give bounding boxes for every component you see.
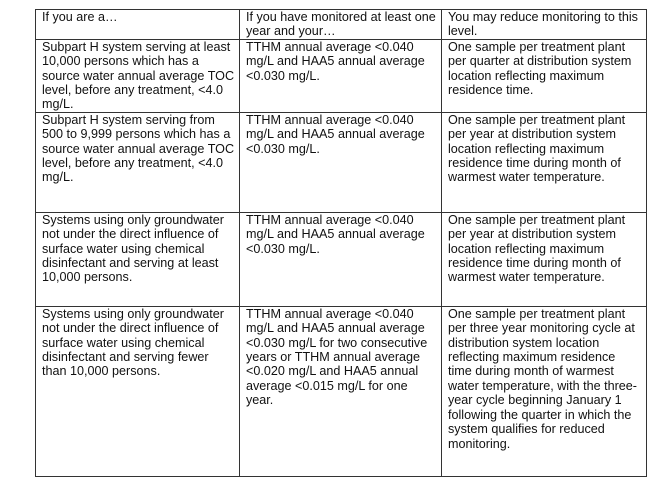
table-cell: One sample per treatment plant per year …: [441, 111, 647, 213]
monitoring-reduction-table: If you are a… If you have monitored at l…: [35, 9, 647, 477]
table-row: Systems using only groundwater not under…: [35, 305, 647, 477]
table-row: Subpart H system serving from 500 to 9,9…: [35, 111, 647, 213]
table-row: Subpart H system serving at least 10,000…: [35, 38, 647, 113]
table-cell: One sample per treatment plant per quart…: [441, 38, 647, 113]
header-cell-reduce: You may reduce monitoring to this level.: [441, 9, 647, 40]
table-cell: One sample per treatment plant per year …: [441, 211, 647, 307]
table-cell: TTHM annual average <0.040 mg/L and HAA5…: [239, 38, 442, 113]
header-row: If you are a… If you have monitored at l…: [35, 9, 647, 40]
table-cell: One sample per treatment plant per three…: [441, 305, 647, 477]
table-cell: Subpart H system serving from 500 to 9,9…: [35, 111, 240, 213]
table-cell: TTHM annual average <0.040 mg/L and HAA5…: [239, 111, 442, 213]
table-cell: TTHM annual average <0.040 mg/L and HAA5…: [239, 211, 442, 307]
table-cell: Systems using only groundwater not under…: [35, 211, 240, 307]
header-cell-monitored: If you have monitored at least one year …: [239, 9, 442, 40]
table-row: Systems using only groundwater not under…: [35, 211, 647, 307]
table-cell: Subpart H system serving at least 10,000…: [35, 38, 240, 113]
table-cell: Systems using only groundwater not under…: [35, 305, 240, 477]
header-cell-system: If you are a…: [35, 9, 240, 40]
table-cell: TTHM annual average <0.040 mg/L and HAA5…: [239, 305, 442, 477]
